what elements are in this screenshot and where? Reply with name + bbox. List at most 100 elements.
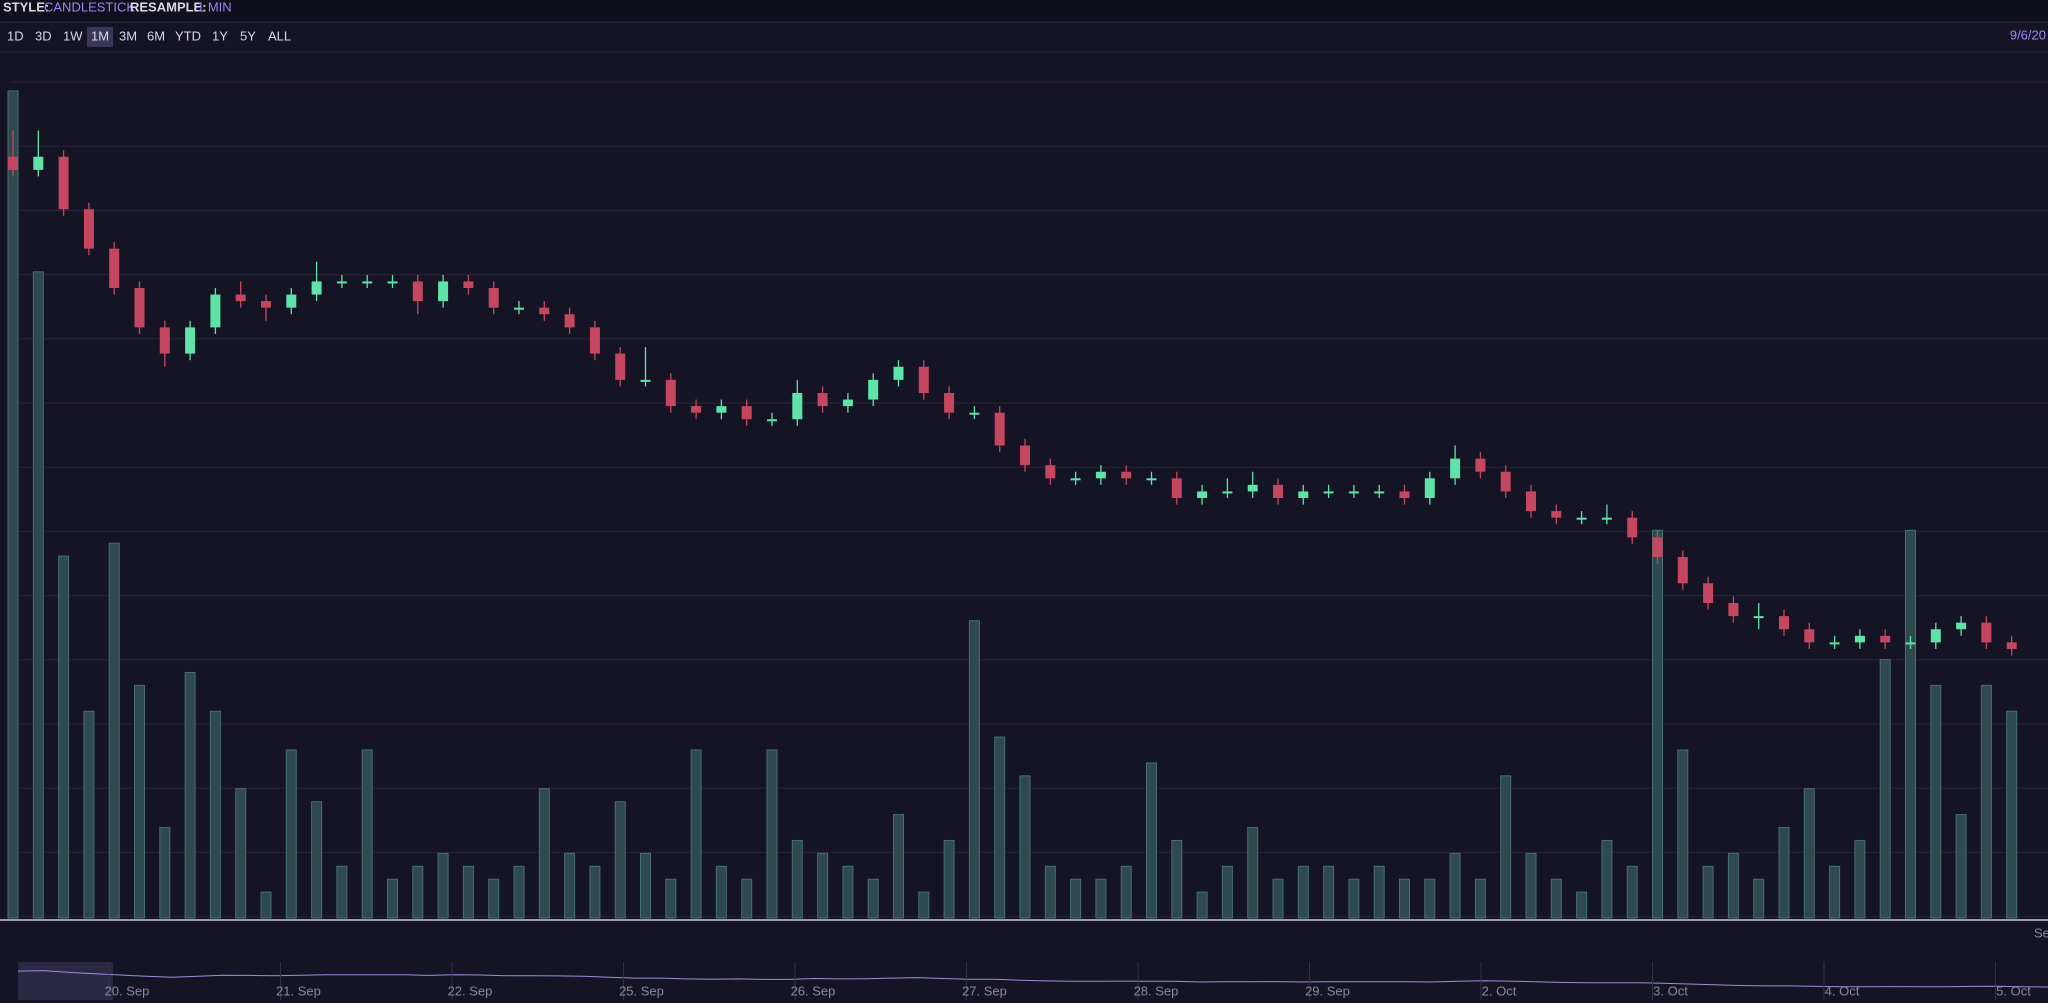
volume-bar bbox=[715, 865, 727, 919]
candle-body bbox=[1070, 478, 1081, 481]
candle-body bbox=[539, 307, 550, 315]
volume-bar bbox=[1601, 839, 1613, 919]
volume-bar bbox=[741, 878, 753, 919]
candle-body bbox=[1829, 642, 1840, 645]
volume-bar bbox=[1120, 865, 1132, 919]
candle-body bbox=[589, 327, 600, 354]
range-button[interactable]: 3M bbox=[119, 28, 137, 43]
header-bar bbox=[0, 0, 2048, 22]
volume-bar bbox=[893, 814, 904, 919]
volume-bar bbox=[1474, 878, 1486, 919]
candle-body bbox=[261, 301, 271, 308]
volume-bar bbox=[589, 865, 601, 919]
candle-body bbox=[387, 281, 398, 284]
volume-bar bbox=[1677, 749, 1689, 919]
volume-bar bbox=[1095, 878, 1107, 919]
range-button[interactable]: 6M bbox=[147, 28, 165, 43]
volume-bar bbox=[1854, 839, 1866, 919]
navigator-label: 5. Oct bbox=[1996, 983, 2031, 998]
navigator-label: 25. Sep bbox=[619, 983, 664, 998]
candle-body bbox=[1323, 491, 1334, 494]
navigator-label: 27. Sep bbox=[962, 983, 1007, 998]
style-value[interactable]: CANDLESTICK bbox=[44, 0, 135, 14]
range-button[interactable]: YTD bbox=[175, 28, 201, 43]
navigator-label: 26. Sep bbox=[791, 983, 836, 998]
volume-bar bbox=[994, 736, 1006, 919]
volume-bar bbox=[1373, 865, 1385, 919]
volume-bar bbox=[766, 749, 778, 919]
candle-body bbox=[893, 366, 904, 380]
volume-bar bbox=[867, 878, 879, 919]
range-button[interactable]: ALL bbox=[268, 28, 291, 43]
volume-bar bbox=[1753, 878, 1765, 919]
volume-bar bbox=[1778, 827, 1790, 919]
candle-body bbox=[210, 294, 221, 328]
volume-bar bbox=[488, 878, 500, 919]
candle-body bbox=[1273, 484, 1283, 498]
candle-body bbox=[438, 281, 449, 302]
candle-body bbox=[691, 406, 702, 413]
volume-bar bbox=[1525, 852, 1537, 919]
candle-body bbox=[1627, 517, 1638, 538]
style-label: STYLE: bbox=[3, 0, 49, 14]
candle-body bbox=[159, 327, 170, 354]
range-button[interactable]: 1W bbox=[63, 28, 83, 43]
volume-bar bbox=[1652, 529, 1663, 919]
candle-body bbox=[1500, 471, 1511, 492]
volume-bar bbox=[1905, 529, 1916, 919]
range-button[interactable]: 1D bbox=[7, 28, 24, 43]
volume-bar bbox=[1500, 775, 1512, 919]
candle-body bbox=[1121, 471, 1132, 479]
volume-bar bbox=[640, 852, 651, 919]
range-button[interactable]: 1Y bbox=[212, 28, 228, 43]
candle-body bbox=[1930, 629, 1941, 643]
candle-body bbox=[564, 314, 575, 328]
resample-value[interactable]: 1 MIN bbox=[197, 0, 232, 14]
volume-bar bbox=[108, 542, 120, 919]
candle-body bbox=[1956, 622, 1967, 630]
range-button[interactable]: 5Y bbox=[240, 28, 256, 43]
candle-body bbox=[969, 412, 980, 415]
candle-body bbox=[665, 379, 676, 407]
volume-bar bbox=[665, 878, 677, 919]
volume-bar bbox=[2006, 710, 2018, 919]
candle-body bbox=[1450, 458, 1461, 479]
volume-bar bbox=[1196, 891, 1208, 919]
volume-bar bbox=[1626, 865, 1638, 919]
volume-bar bbox=[1449, 852, 1461, 919]
candle-body bbox=[944, 393, 955, 413]
volume-bar bbox=[1955, 814, 1967, 919]
volume-bar bbox=[32, 271, 44, 919]
volume-bar bbox=[462, 865, 474, 919]
volume-bar bbox=[968, 620, 980, 919]
candle-body bbox=[109, 248, 120, 288]
candle-body bbox=[362, 281, 373, 284]
volume-bar bbox=[1171, 839, 1183, 919]
navigator-window[interactable] bbox=[18, 962, 113, 1000]
candle-body bbox=[1045, 465, 1056, 479]
candle-body bbox=[868, 379, 879, 400]
candle-body bbox=[185, 327, 196, 354]
candle-body bbox=[1728, 603, 1739, 617]
candle-body bbox=[767, 419, 777, 422]
range-button[interactable]: 1M bbox=[91, 28, 109, 43]
candle-body bbox=[1197, 491, 1208, 498]
candle-body bbox=[1095, 471, 1106, 479]
volume-bar bbox=[285, 749, 297, 919]
volume-bar bbox=[513, 865, 525, 919]
volume-bar bbox=[1879, 659, 1891, 919]
navigator-label: 20. Sep bbox=[105, 983, 150, 998]
candle-body bbox=[1601, 517, 1612, 520]
navigator-label: 3. Oct bbox=[1653, 983, 1688, 998]
volume-bar bbox=[1980, 684, 1992, 919]
volume-bar bbox=[1146, 762, 1157, 919]
range-button[interactable]: 3D bbox=[35, 28, 52, 43]
candle-body bbox=[994, 412, 1005, 446]
candle-body bbox=[1677, 557, 1688, 584]
candle-body bbox=[488, 288, 499, 308]
volume-bar bbox=[1323, 865, 1335, 919]
range-button-active[interactable] bbox=[87, 27, 113, 47]
navigator-label: 28. Sep bbox=[1134, 983, 1179, 998]
candle-body bbox=[463, 281, 474, 288]
